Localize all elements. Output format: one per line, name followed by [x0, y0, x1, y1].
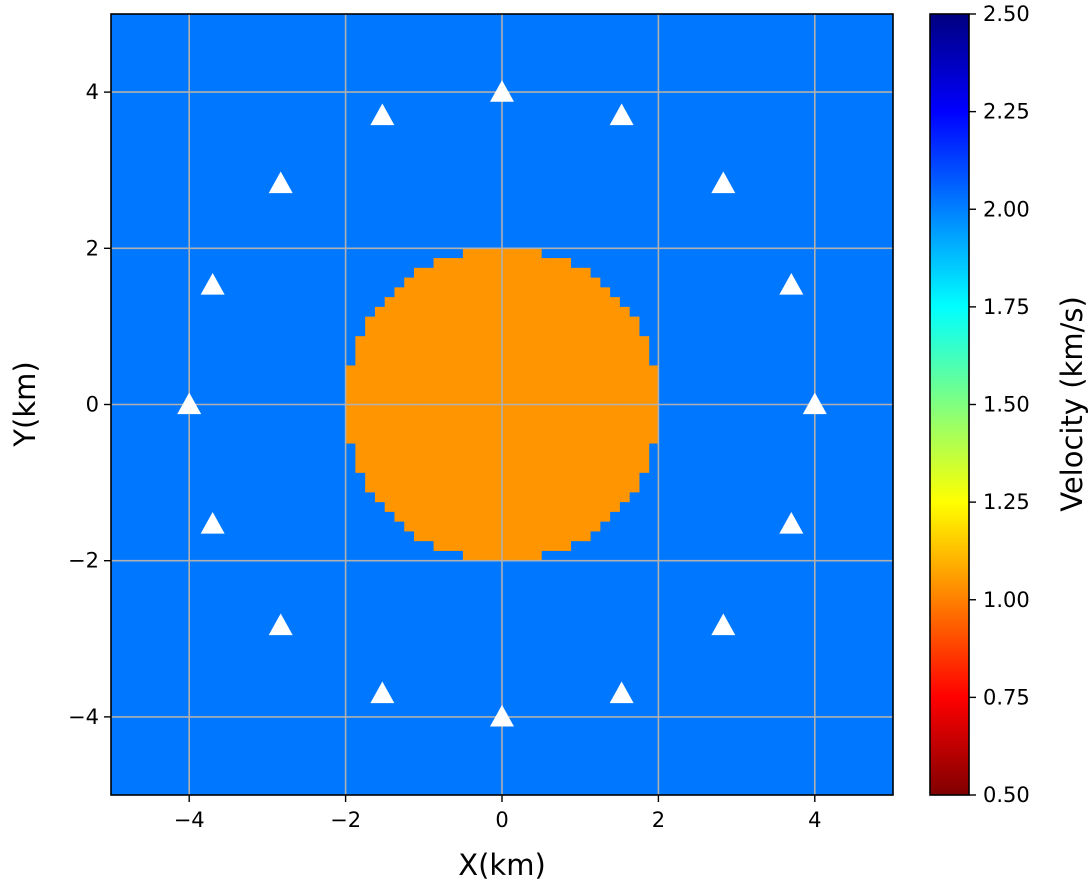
- y-tick-label: 2: [86, 236, 99, 260]
- station-marker: [370, 681, 395, 704]
- station-marker: [490, 80, 514, 102]
- colorbar-tick-label: 1.75: [983, 295, 1030, 319]
- x-tick-label: −4: [174, 808, 205, 832]
- y-tick-label: −2: [68, 549, 99, 573]
- colorbar-tick-label: 0.75: [983, 685, 1030, 709]
- colorbar-ticks: 0.50 0.75 1.00 1.25 1.50 1.75 2.00 2.25 2.50: [969, 2, 1030, 807]
- x-axis: −4 −2 0 2 4: [174, 795, 821, 832]
- x-tick-label: 0: [495, 808, 508, 832]
- station-marker: [370, 103, 395, 126]
- colorbar-tick-label: 0.50: [983, 783, 1030, 807]
- station-marker: [711, 171, 736, 194]
- colorbar: 0.50 0.75 1.00 1.25 1.50 1.75 2.00 2.25 2.50 Vel…: [929, 2, 1089, 807]
- station-marker: [200, 511, 225, 534]
- station-marker: [200, 273, 225, 295]
- station-marker: [268, 613, 293, 636]
- colorbar-tick-label: 2.00: [983, 197, 1030, 221]
- y-axis: −4 −2 0 2 4: [68, 80, 111, 729]
- y-axis-label: Y(km): [8, 361, 42, 447]
- x-tick-label: 4: [808, 808, 821, 832]
- colorbar-tick-label: 1.00: [983, 588, 1030, 612]
- station-marker: [268, 171, 293, 194]
- station-markers: [177, 80, 827, 727]
- colorbar-label: Velocity (km/s): [1055, 296, 1089, 512]
- colorbar-tick-label: 1.25: [983, 490, 1030, 514]
- station-marker: [711, 613, 736, 636]
- x-tick-label: 2: [652, 808, 665, 832]
- station-marker: [779, 273, 804, 295]
- station-marker: [490, 704, 514, 727]
- x-tick-label: −2: [330, 808, 361, 832]
- colorbar-tick-label: 1.50: [983, 393, 1030, 417]
- y-tick-label: −4: [68, 705, 99, 729]
- y-tick-label: 0: [86, 393, 99, 417]
- x-axis-label: X(km): [458, 848, 546, 882]
- plot-area: [110, 13, 894, 796]
- station-marker: [609, 103, 634, 126]
- station-marker: [177, 392, 202, 415]
- colorbar-tick-label: 2.25: [983, 100, 1030, 124]
- colorbar-gradient: [929, 13, 970, 796]
- station-marker: [802, 392, 827, 415]
- station-marker: [779, 511, 804, 534]
- colorbar-tick-label: 2.50: [983, 2, 1030, 26]
- station-marker: [609, 681, 634, 704]
- y-tick-label: 4: [86, 80, 99, 104]
